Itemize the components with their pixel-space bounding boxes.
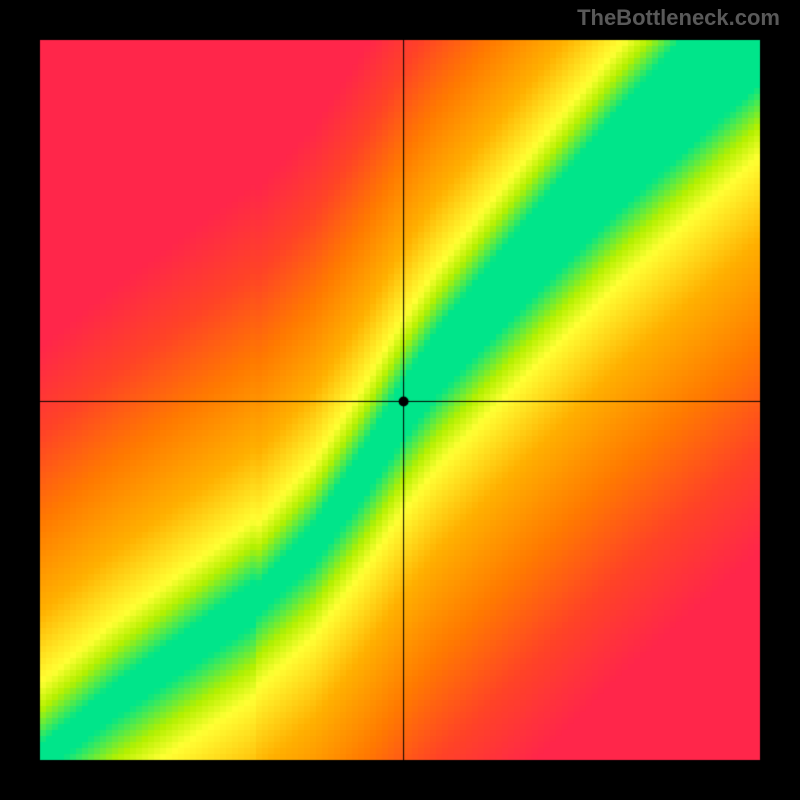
watermark-text: TheBottleneck.com bbox=[577, 5, 780, 31]
bottleneck-heatmap bbox=[0, 0, 800, 800]
